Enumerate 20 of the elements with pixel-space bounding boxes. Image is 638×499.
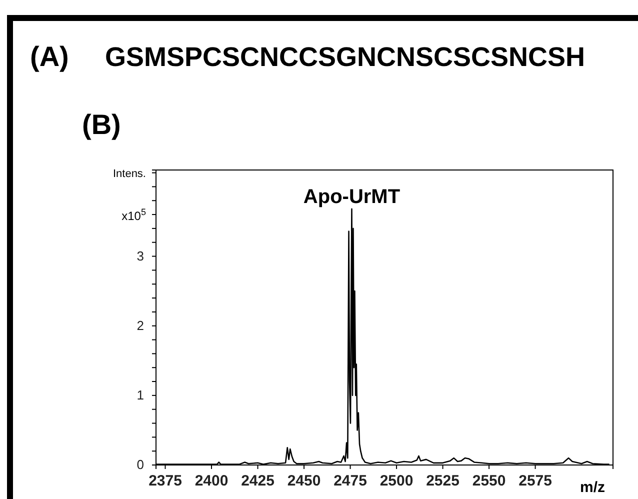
y-tick-label: 2 bbox=[136, 318, 144, 334]
x-tick-label: 2450 bbox=[287, 472, 321, 490]
text: x10$^{5}$ bbox=[122, 207, 146, 223]
annotation: Apo-UrMT bbox=[303, 186, 400, 208]
text: (B) bbox=[82, 109, 121, 140]
y-tick-label: 1 bbox=[136, 388, 144, 403]
x-tick-label: 2550 bbox=[472, 472, 506, 490]
y-tick-label: 3 bbox=[136, 248, 144, 264]
y-axis-title: Intens. bbox=[112, 168, 146, 180]
text: GSMSPCSCNCCSGNCNSCSCSNCSH bbox=[105, 42, 586, 72]
x-tick-label: 2525 bbox=[426, 472, 460, 490]
text: (A) bbox=[30, 41, 69, 72]
x-tick-label: 2475 bbox=[334, 472, 367, 490]
y-tick-label: 0 bbox=[136, 457, 144, 472]
x-tick-label: 2400 bbox=[194, 472, 228, 490]
x-tick-label: 2425 bbox=[241, 472, 274, 490]
x-tick-label: 2575 bbox=[518, 472, 552, 490]
x-axis-title: m/z bbox=[580, 479, 605, 496]
x-tick-label: 2375 bbox=[148, 472, 182, 490]
x-tick-label: 2500 bbox=[380, 472, 414, 490]
